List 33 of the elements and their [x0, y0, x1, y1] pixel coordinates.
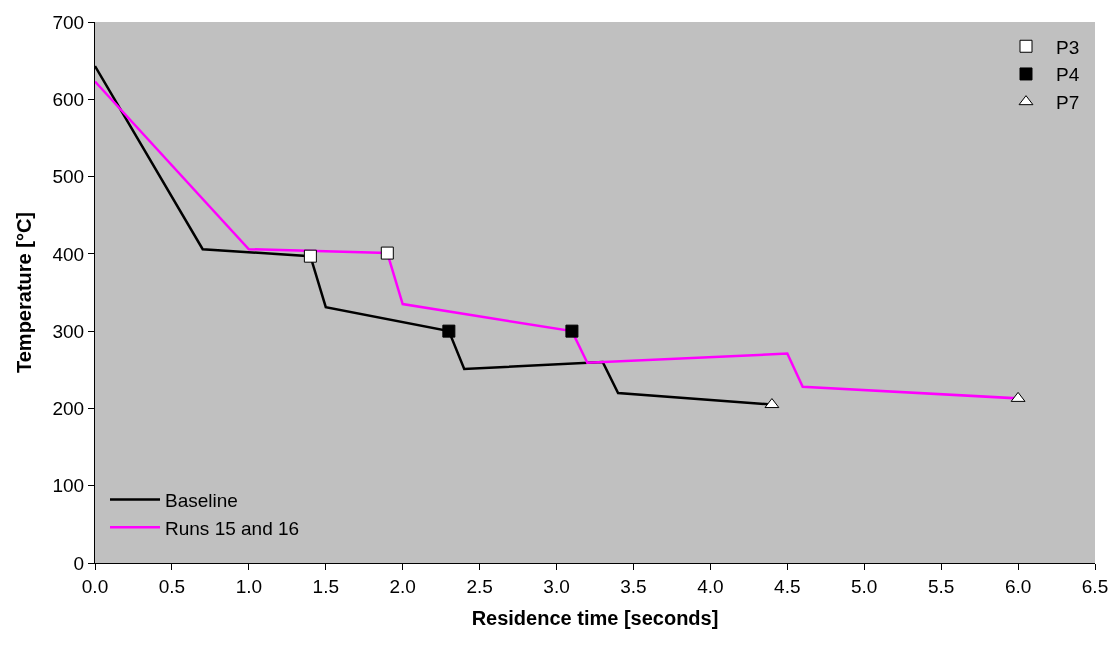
x-tick-label: 5.5: [927, 575, 955, 597]
x-tick-label: 2.0: [389, 575, 416, 597]
point: [303, 249, 317, 263]
y-tick-label: 500: [52, 166, 85, 188]
y-tick-label: 200: [52, 398, 85, 420]
x-tick-label: 6.5: [1081, 575, 1109, 597]
x-tick-label: 3.5: [620, 575, 647, 597]
point: [442, 324, 456, 338]
x-axis-title: Residence time [seconds]: [471, 607, 719, 630]
x-tick-label: 1.5: [312, 575, 339, 597]
y-tick-label: 0: [73, 552, 85, 574]
y-tick-label: 600: [52, 88, 85, 110]
x-tick-label: 0.5: [158, 575, 186, 597]
point: [565, 324, 579, 338]
y-tick-label: 700: [52, 11, 85, 33]
x-tick-label: 0.0: [81, 575, 109, 597]
y-tick-label: 100: [52, 475, 85, 497]
legend-label: Baseline: [165, 490, 238, 512]
x-tick-label: 6.0: [1004, 575, 1032, 597]
legend-label: Runs 15 and 16: [165, 517, 300, 539]
y-axis-title: Temperature [°C]: [13, 212, 35, 373]
x-tick-label: 1.0: [235, 575, 263, 597]
x-tick-label: 3.0: [543, 575, 570, 597]
y-tick-label: 400: [52, 243, 85, 265]
legend-label: P4: [1056, 64, 1080, 86]
x-tick-label: 4.5: [774, 575, 801, 597]
x-tick-label: 4.0: [697, 575, 724, 597]
point: [380, 246, 394, 260]
x-tick-label: 2.5: [466, 575, 493, 597]
x-tick-label: 5.0: [851, 575, 878, 597]
legend-label: P3: [1056, 36, 1080, 58]
y-tick-label: 300: [52, 320, 85, 342]
legend-label: P7: [1056, 92, 1080, 114]
